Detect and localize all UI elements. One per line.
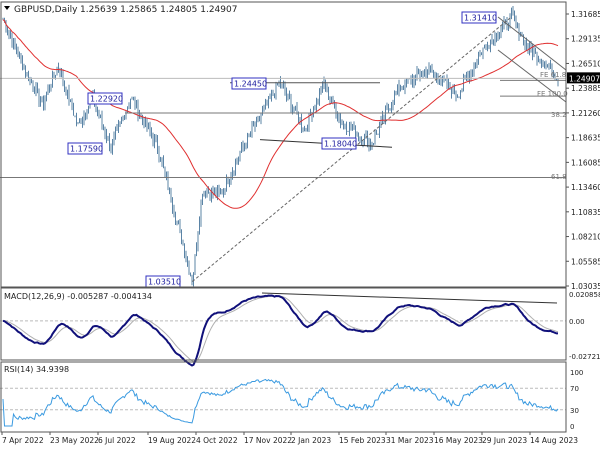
annotations: 1.31410 1.24450 1.22920 1.17590 1.18040 1.035…	[0, 11, 568, 288]
swing-label-box	[87, 92, 123, 105]
dropdown-triangle-icon[interactable]	[4, 6, 10, 10]
fib-label: 38.2	[551, 111, 567, 119]
price-axis-label: 1.10835	[571, 208, 600, 217]
swing-label-box	[231, 77, 267, 90]
swing-label: 1.31410	[464, 14, 497, 23]
channel-lower-line	[497, 49, 567, 103]
rsi-axis-label: 30	[570, 407, 579, 415]
macd-trendline	[261, 292, 558, 304]
date-axis-label: 7 Apr 2022	[2, 436, 44, 445]
fib-label: FE 100.0	[537, 90, 568, 98]
price-axis-label: 1.29135	[571, 35, 600, 44]
price-axis-label: 1.23885	[571, 84, 600, 93]
date-axis-label: 15 Feb 2023	[339, 436, 386, 445]
macd-axis-label: 0.020858	[569, 291, 600, 299]
date-axis-label: 17 Nov 2022	[244, 436, 292, 445]
fib-label: FE 61.8	[540, 71, 566, 79]
panel-frame	[0, 287, 567, 361]
price-axis-label: 1.18635	[571, 134, 600, 143]
price-axis-label: 1.13460	[571, 183, 600, 192]
macd-title: MACD(12,26,9) -0.005287 -0.004134	[4, 292, 152, 301]
price-axis-label: 1.26510	[571, 59, 600, 68]
rsi-axis-label: 100	[570, 369, 583, 377]
date-axis-label: 16 May 2023	[434, 436, 483, 445]
swing-label: 1.22920	[90, 95, 123, 104]
price-axis-label: 1.31685	[571, 10, 600, 19]
date-axis-label: 2 Jan 2023	[291, 436, 331, 445]
date-axis-label: 4 Oct 2022	[196, 436, 238, 445]
rsi-axis-label: 70	[570, 385, 579, 393]
macd-line	[2, 294, 559, 367]
price-axis-label: 1.16085	[571, 158, 600, 167]
panel-frame	[0, 361, 567, 433]
swing-label-box	[67, 142, 103, 155]
price-axis-label: 1.08210	[571, 233, 600, 242]
price-axis-label: 1.21260	[571, 109, 600, 118]
macd-axis-label: -0.027213	[569, 353, 600, 361]
current-price-label: 1.24907	[569, 74, 600, 83]
panel-frame	[0, 1, 567, 288]
macd-axis-label: 0.00	[569, 318, 585, 326]
fib-label: 61.8	[551, 173, 567, 181]
macd-signal-line	[2, 295, 559, 363]
swing-label-box	[461, 11, 497, 24]
rsi-line	[2, 378, 559, 427]
date-axis-label: 6 Jul 2022	[98, 436, 136, 445]
current-price-tag	[567, 72, 600, 84]
date-axis-label: 23 May 2022	[50, 436, 99, 445]
date-axis-label: 19 Aug 2022	[148, 436, 196, 445]
swing-label: 1.03510	[148, 278, 181, 287]
date-axis-label: 14 Aug 2023	[530, 436, 578, 445]
price-axis-label: 1.05585	[571, 257, 600, 266]
date-axis-label: 29 Jun 2023	[482, 436, 527, 445]
swing-label: 1.17590	[70, 145, 103, 154]
rsi-axis-label: 0	[570, 423, 574, 431]
rsi-title: RSI(14) 34.9398	[4, 365, 69, 374]
swing-label: 1.24450	[234, 80, 267, 89]
swing-label-box	[321, 137, 357, 150]
swing-label: 1.18040	[324, 140, 357, 149]
price-axis-label: 1.03035	[571, 282, 600, 291]
chart-title: GBPUSD,Daily	[14, 5, 78, 15]
date-axis-label: 31 Mar 2023	[386, 436, 434, 445]
channel-upper-line	[497, 16, 567, 71]
ohlc-readout: 1.25639 1.25865 1.24805 1.24907	[80, 5, 237, 15]
